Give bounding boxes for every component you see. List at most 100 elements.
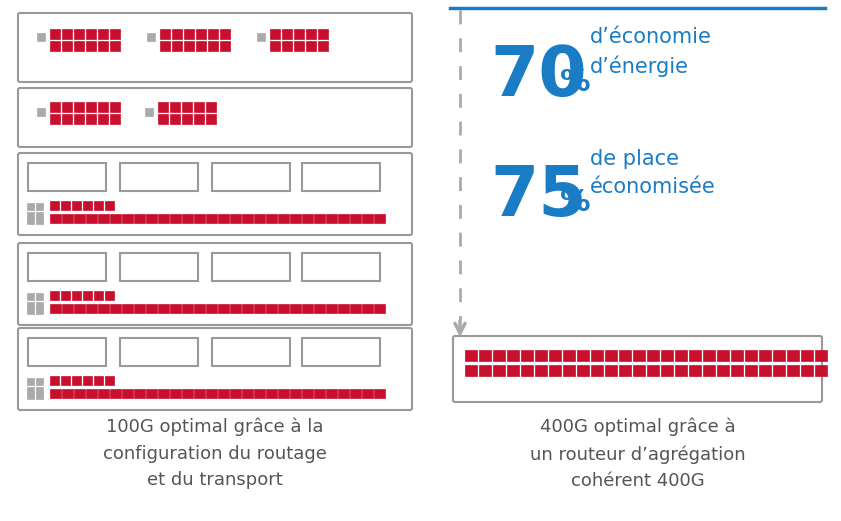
Bar — [731, 365, 743, 376]
Bar — [36, 387, 43, 394]
FancyBboxPatch shape — [18, 328, 412, 410]
FancyBboxPatch shape — [18, 153, 412, 235]
Bar — [282, 41, 292, 51]
Bar — [83, 201, 92, 210]
Bar — [36, 392, 43, 399]
Bar — [465, 350, 477, 361]
Bar — [98, 389, 109, 398]
Bar — [122, 389, 133, 398]
Bar — [86, 304, 97, 313]
Bar — [86, 389, 97, 398]
Bar — [290, 389, 301, 398]
Bar — [338, 389, 349, 398]
Bar — [50, 29, 60, 39]
Bar — [27, 302, 34, 309]
Bar — [37, 33, 45, 41]
Bar — [86, 102, 96, 112]
Bar — [194, 114, 204, 124]
Bar — [83, 291, 92, 300]
Bar — [318, 41, 328, 51]
Bar — [196, 29, 206, 39]
Bar — [689, 365, 701, 376]
Bar — [563, 365, 575, 376]
Bar — [605, 365, 617, 376]
Bar — [787, 365, 799, 376]
Bar — [50, 376, 59, 385]
Bar — [36, 217, 43, 224]
Bar — [50, 304, 61, 313]
Bar — [86, 29, 96, 39]
Bar — [194, 102, 204, 112]
Bar — [294, 29, 304, 39]
Bar — [122, 304, 133, 313]
Bar — [98, 114, 108, 124]
Bar — [242, 304, 253, 313]
Bar — [27, 392, 34, 399]
Bar — [521, 350, 533, 361]
Bar — [314, 389, 325, 398]
Bar — [122, 214, 133, 223]
Bar — [254, 214, 265, 223]
Bar — [110, 41, 120, 51]
Bar — [50, 114, 60, 124]
Bar — [270, 29, 280, 39]
Bar — [212, 338, 290, 366]
Bar — [120, 163, 198, 191]
Bar — [362, 389, 373, 398]
Bar — [633, 350, 645, 361]
Bar — [61, 201, 70, 210]
Bar — [326, 214, 337, 223]
Bar — [633, 365, 645, 376]
Bar — [362, 214, 373, 223]
Bar — [158, 389, 169, 398]
Bar — [194, 389, 205, 398]
Bar — [182, 114, 192, 124]
Bar — [302, 304, 313, 313]
Bar — [50, 102, 60, 112]
Bar — [745, 365, 757, 376]
Bar — [290, 304, 301, 313]
Bar — [206, 214, 217, 223]
Bar — [591, 365, 603, 376]
Bar — [110, 114, 120, 124]
Bar — [787, 350, 799, 361]
Bar — [619, 350, 631, 361]
Bar — [145, 108, 153, 116]
Bar — [146, 304, 157, 313]
Bar — [86, 41, 96, 51]
Bar — [110, 102, 120, 112]
Bar — [158, 304, 169, 313]
Bar — [326, 389, 337, 398]
Bar — [72, 201, 81, 210]
Bar — [105, 376, 114, 385]
Bar — [206, 389, 217, 398]
Bar — [773, 365, 785, 376]
Bar — [27, 217, 34, 224]
Bar — [619, 365, 631, 376]
Bar — [549, 350, 561, 361]
Text: 100G optimal grâce à la
configuration du routage
et du transport: 100G optimal grâce à la configuration du… — [103, 418, 327, 489]
Bar — [206, 304, 217, 313]
Bar — [120, 338, 198, 366]
Bar — [350, 389, 361, 398]
Bar — [374, 389, 385, 398]
Bar — [759, 365, 771, 376]
Bar — [206, 114, 216, 124]
Bar — [605, 350, 617, 361]
Bar — [50, 389, 61, 398]
Bar — [74, 304, 85, 313]
Bar — [703, 365, 715, 376]
Bar — [147, 33, 155, 41]
Bar — [465, 365, 477, 376]
Text: %: % — [560, 68, 590, 97]
Bar — [278, 304, 289, 313]
Bar — [146, 214, 157, 223]
Bar — [110, 304, 121, 313]
Bar — [158, 114, 168, 124]
Bar — [74, 114, 84, 124]
Bar — [535, 350, 547, 361]
Bar — [74, 214, 85, 223]
Bar — [507, 365, 519, 376]
Bar — [37, 108, 45, 116]
Bar — [170, 389, 181, 398]
